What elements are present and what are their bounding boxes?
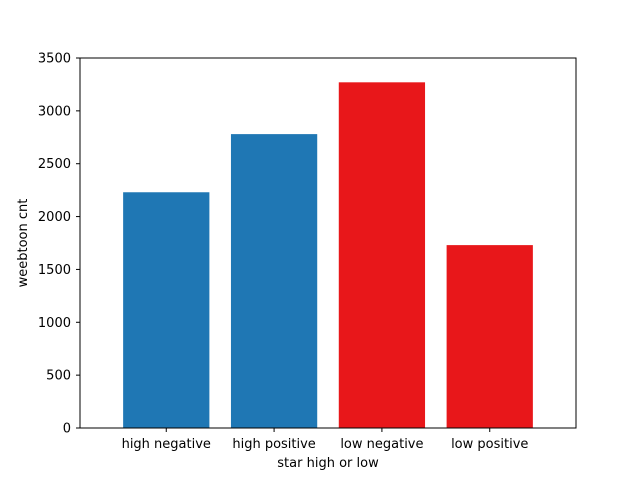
y-tick-label: 1500 bbox=[38, 263, 71, 278]
y-tick-label: 2500 bbox=[38, 157, 71, 172]
y-tick-label: 1000 bbox=[38, 316, 71, 331]
bar-high-negative bbox=[123, 192, 210, 428]
y-tick-label: 500 bbox=[46, 369, 71, 384]
y-tick-label: 2000 bbox=[38, 210, 71, 225]
bar-low-negative bbox=[338, 82, 426, 429]
bar-low-positive bbox=[446, 245, 533, 428]
x-tick-label: low negative bbox=[340, 437, 423, 452]
x-tick-label: low positive bbox=[451, 437, 528, 452]
x-tick-label: high positive bbox=[232, 437, 315, 452]
plot-frame bbox=[79, 57, 577, 429]
ticks-group: high negative high positive low negative lo… bbox=[38, 52, 528, 453]
y-axis-label: weebtoon cnt bbox=[16, 199, 31, 288]
bar-high-positive bbox=[230, 134, 318, 428]
x-axis-label: star high or low bbox=[277, 456, 379, 471]
y-tick-label: 3000 bbox=[38, 104, 71, 119]
bars-group bbox=[123, 82, 533, 429]
y-tick-label: 3500 bbox=[38, 52, 71, 67]
y-tick-label: 0 bbox=[63, 422, 71, 437]
x-tick-label: high negative bbox=[122, 437, 211, 452]
